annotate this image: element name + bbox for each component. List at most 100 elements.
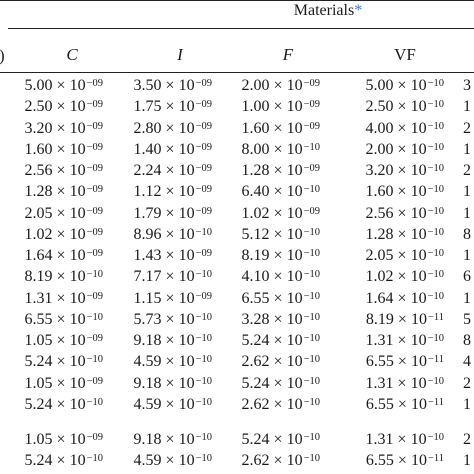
cell-f-exponent: −10 (303, 248, 320, 259)
cell-clipped: 8 (463, 332, 471, 349)
cell-f: 4.10 × 10−10 (242, 267, 320, 289)
cell-c-exponent: −09 (86, 120, 103, 132)
cell-f-mantissa: 5.24 × 10 (241, 431, 303, 448)
cell-i: 1.75 × 10−09 (134, 97, 212, 119)
cell-f: 2.00 × 10−09 (242, 76, 320, 98)
cell-vf: 2.00 × 10−10 (366, 140, 444, 162)
cell-i-exponent: −10 (195, 375, 212, 387)
cell-vf: 4.00 × 10−10 (366, 119, 444, 141)
cell-vf-mantissa: 1.02 × 10 (365, 268, 427, 286)
cell-i-exponent: −09 (195, 205, 212, 217)
cell-f-mantissa: 4.10 × 10 (241, 268, 303, 286)
table-row: 1.05 × 10−09 9.18 × 10−10 5.24 × 10−10 1.31… (0, 374, 474, 395)
cell-vf: 3.20 × 10−10 (366, 161, 444, 183)
cell-f: 5.24 × 10−10 (242, 331, 320, 353)
cell-f-mantissa: 3.28 × 10 (241, 310, 303, 328)
cell-vf: 2.56 × 10−10 (366, 204, 444, 226)
cell-vf: 6.55 × 10−11 (366, 352, 444, 374)
cell-c: 8.19 × 10−10 (25, 267, 103, 289)
cell-c-exponent: −10 (86, 311, 103, 323)
cell-vf-mantissa: 4.00 × 10 (365, 119, 427, 137)
cell-vf-mantissa: 6.55 × 10 (365, 395, 427, 413)
cell-f-mantissa: 8.19 × 10 (241, 247, 303, 264)
cell-i: 1.43 × 10−09 (134, 246, 212, 268)
cell-c: 3.20 × 10−09 (25, 119, 103, 141)
cell-vf-mantissa: 2.56 × 10 (365, 204, 427, 222)
cell-c-mantissa: 1.05 × 10 (24, 374, 86, 392)
cell-c-exponent: −09 (86, 78, 103, 89)
cell-vf: 6.55 × 10−11 (366, 395, 444, 417)
cell-i-exponent: −10 (195, 453, 212, 464)
cell-i: 4.59 × 10−10 (134, 451, 212, 473)
cell-f-exponent: −09 (303, 99, 320, 111)
table-row: 8.19 × 10−10 7.17 × 10−10 4.10 × 10−10 1.02… (0, 267, 474, 288)
cell-i: 9.18 × 10−10 (134, 374, 212, 396)
cell-vf: 8.19 × 10−11 (366, 310, 444, 332)
cell-i: 1.40 × 10−09 (134, 140, 212, 162)
table-row: 5.24 × 10−10 4.59 × 10−10 2.62 × 10−10 6.55… (0, 352, 474, 373)
cell-f-mantissa: 5.24 × 10 (241, 374, 303, 392)
cell-i-mantissa: 1.75 × 10 (133, 98, 195, 116)
table-row: 5.00 × 10−09 3.50 × 10−09 2.00 × 10−09 5.00… (0, 76, 474, 97)
cell-i: 2.80 × 10−09 (134, 119, 212, 141)
cell-i-mantissa: 2.80 × 10 (133, 119, 195, 137)
column-header-f: F (282, 45, 294, 64)
cell-vf-mantissa: 1.31 × 10 (365, 332, 427, 349)
cell-i-mantissa: 3.50 × 10 (133, 77, 195, 94)
cell-vf-mantissa: 1.31 × 10 (365, 431, 427, 448)
cell-f: 1.28 × 10−09 (242, 161, 320, 183)
cell-f: 5.12 × 10−10 (242, 225, 320, 247)
cell-c-exponent: −09 (86, 432, 103, 443)
cell-vf: 2.50 × 10−10 (366, 97, 444, 119)
cell-i-exponent: −10 (195, 226, 212, 238)
cell-c-mantissa: 1.05 × 10 (24, 431, 86, 448)
cell-vf-mantissa: 5.00 × 10 (365, 77, 427, 94)
cell-f-mantissa: 1.00 × 10 (241, 98, 303, 116)
cell-c: 1.64 × 10−09 (25, 246, 103, 268)
cell-c: 1.05 × 10−09 (25, 374, 103, 396)
cell-i-mantissa: 1.12 × 10 (133, 183, 195, 201)
cell-clipped: 2 (463, 162, 471, 179)
cell-c-exponent: −09 (86, 333, 103, 344)
cell-f: 5.24 × 10−10 (242, 430, 320, 452)
cell-c-exponent: −09 (86, 375, 103, 387)
cell-i-mantissa: 9.18 × 10 (133, 374, 195, 392)
column-header-i: I (177, 45, 183, 64)
cell-vf-exponent: −10 (427, 290, 444, 302)
cell-c: 5.24 × 10−10 (25, 352, 103, 374)
cell-vf-exponent: −10 (427, 333, 444, 344)
cell-i-exponent: −09 (195, 78, 212, 89)
cell-vf-mantissa: 2.05 × 10 (365, 247, 427, 264)
cell-i-exponent: −10 (195, 396, 212, 408)
cell-vf-mantissa: 2.50 × 10 (365, 98, 427, 116)
cell-vf: 1.02 × 10−10 (366, 267, 444, 289)
cell-i-exponent: −09 (195, 120, 212, 132)
cell-clipped: 2 (463, 374, 471, 392)
cell-c-mantissa: 6.55 × 10 (24, 310, 86, 328)
cell-c: 5.24 × 10−10 (25, 395, 103, 417)
table-row: 6.55 × 10−10 5.73 × 10−10 3.28 × 10−10 8.19… (0, 310, 474, 331)
cell-f-exponent: −10 (303, 396, 320, 408)
cell-f: 1.60 × 10−09 (242, 119, 320, 141)
cell-f-mantissa: 5.24 × 10 (241, 332, 303, 349)
header-rule (0, 72, 474, 73)
cell-c-exponent: −09 (86, 184, 103, 196)
cell-i: 9.18 × 10−10 (134, 331, 212, 353)
cell-c-mantissa: 1.31 × 10 (24, 289, 86, 307)
cell-vf-exponent: −11 (427, 354, 444, 366)
cell-f-exponent: −09 (303, 120, 320, 132)
cell-vf-exponent: −10 (427, 163, 444, 174)
cell-vf-exponent: −11 (427, 311, 444, 323)
cell-c-mantissa: 2.56 × 10 (24, 162, 86, 179)
footnote-mark[interactable]: * (354, 2, 363, 19)
clipped-column-header: ) (0, 46, 5, 66)
cell-i: 2.24 × 10−09 (134, 161, 212, 183)
table-row: 2.56 × 10−09 2.24 × 10−09 1.28 × 10−09 3.20… (0, 161, 474, 182)
group-underline (8, 28, 474, 29)
cell-vf-exponent: −10 (427, 184, 444, 196)
cell-vf-exponent: −10 (427, 375, 444, 387)
cell-i-exponent: −10 (195, 432, 212, 443)
cell-vf-mantissa: 1.64 × 10 (365, 289, 427, 307)
table-row: 1.02 × 10−09 8.96 × 10−10 5.12 × 10−10 1.28… (0, 225, 474, 246)
cell-clipped: 1 (463, 395, 471, 413)
